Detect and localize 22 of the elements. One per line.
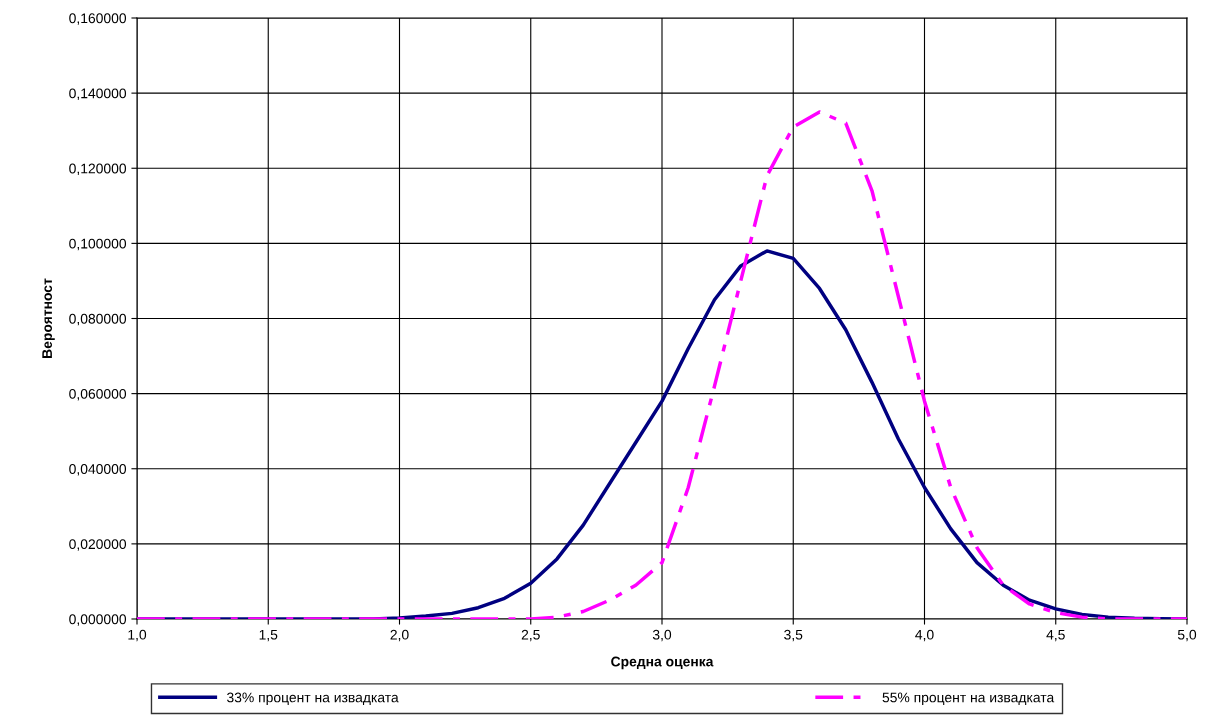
legend-label: 55% процент на извадката: [882, 692, 1055, 706]
x-tick-label: 2,0: [390, 629, 409, 642]
x-tick-label: 3,5: [784, 629, 803, 642]
y-tick-label: 0,040000: [69, 464, 127, 476]
y-tick-label: 0,100000: [69, 238, 127, 251]
x-tick-label: 5,0: [1177, 629, 1197, 642]
y-tick-label: 0,140000: [69, 88, 127, 100]
x-tick-label: 4,5: [1046, 629, 1065, 642]
y-axis-title: Вероятност: [42, 278, 55, 358]
x-tick-label: 3,0: [652, 629, 672, 642]
y-tick-label: 0,020000: [69, 539, 127, 551]
x-tick-label: 4,0: [915, 629, 934, 642]
x-axis-title: Средна оценка: [611, 656, 714, 670]
x-tick-label: 1,0: [128, 629, 147, 642]
y-tick-label: 0,080000: [69, 313, 127, 326]
y-tick-label: 0,000000: [69, 614, 127, 626]
y-tick-label: 0,060000: [69, 388, 127, 401]
y-tick-label: 0,120000: [69, 163, 127, 176]
x-tick-label: 2,5: [521, 629, 540, 642]
legend-label: 33% процент на извадката: [227, 692, 399, 706]
x-tick-label: 1,5: [259, 629, 278, 642]
y-tick-label: 0,160000: [69, 13, 127, 25]
